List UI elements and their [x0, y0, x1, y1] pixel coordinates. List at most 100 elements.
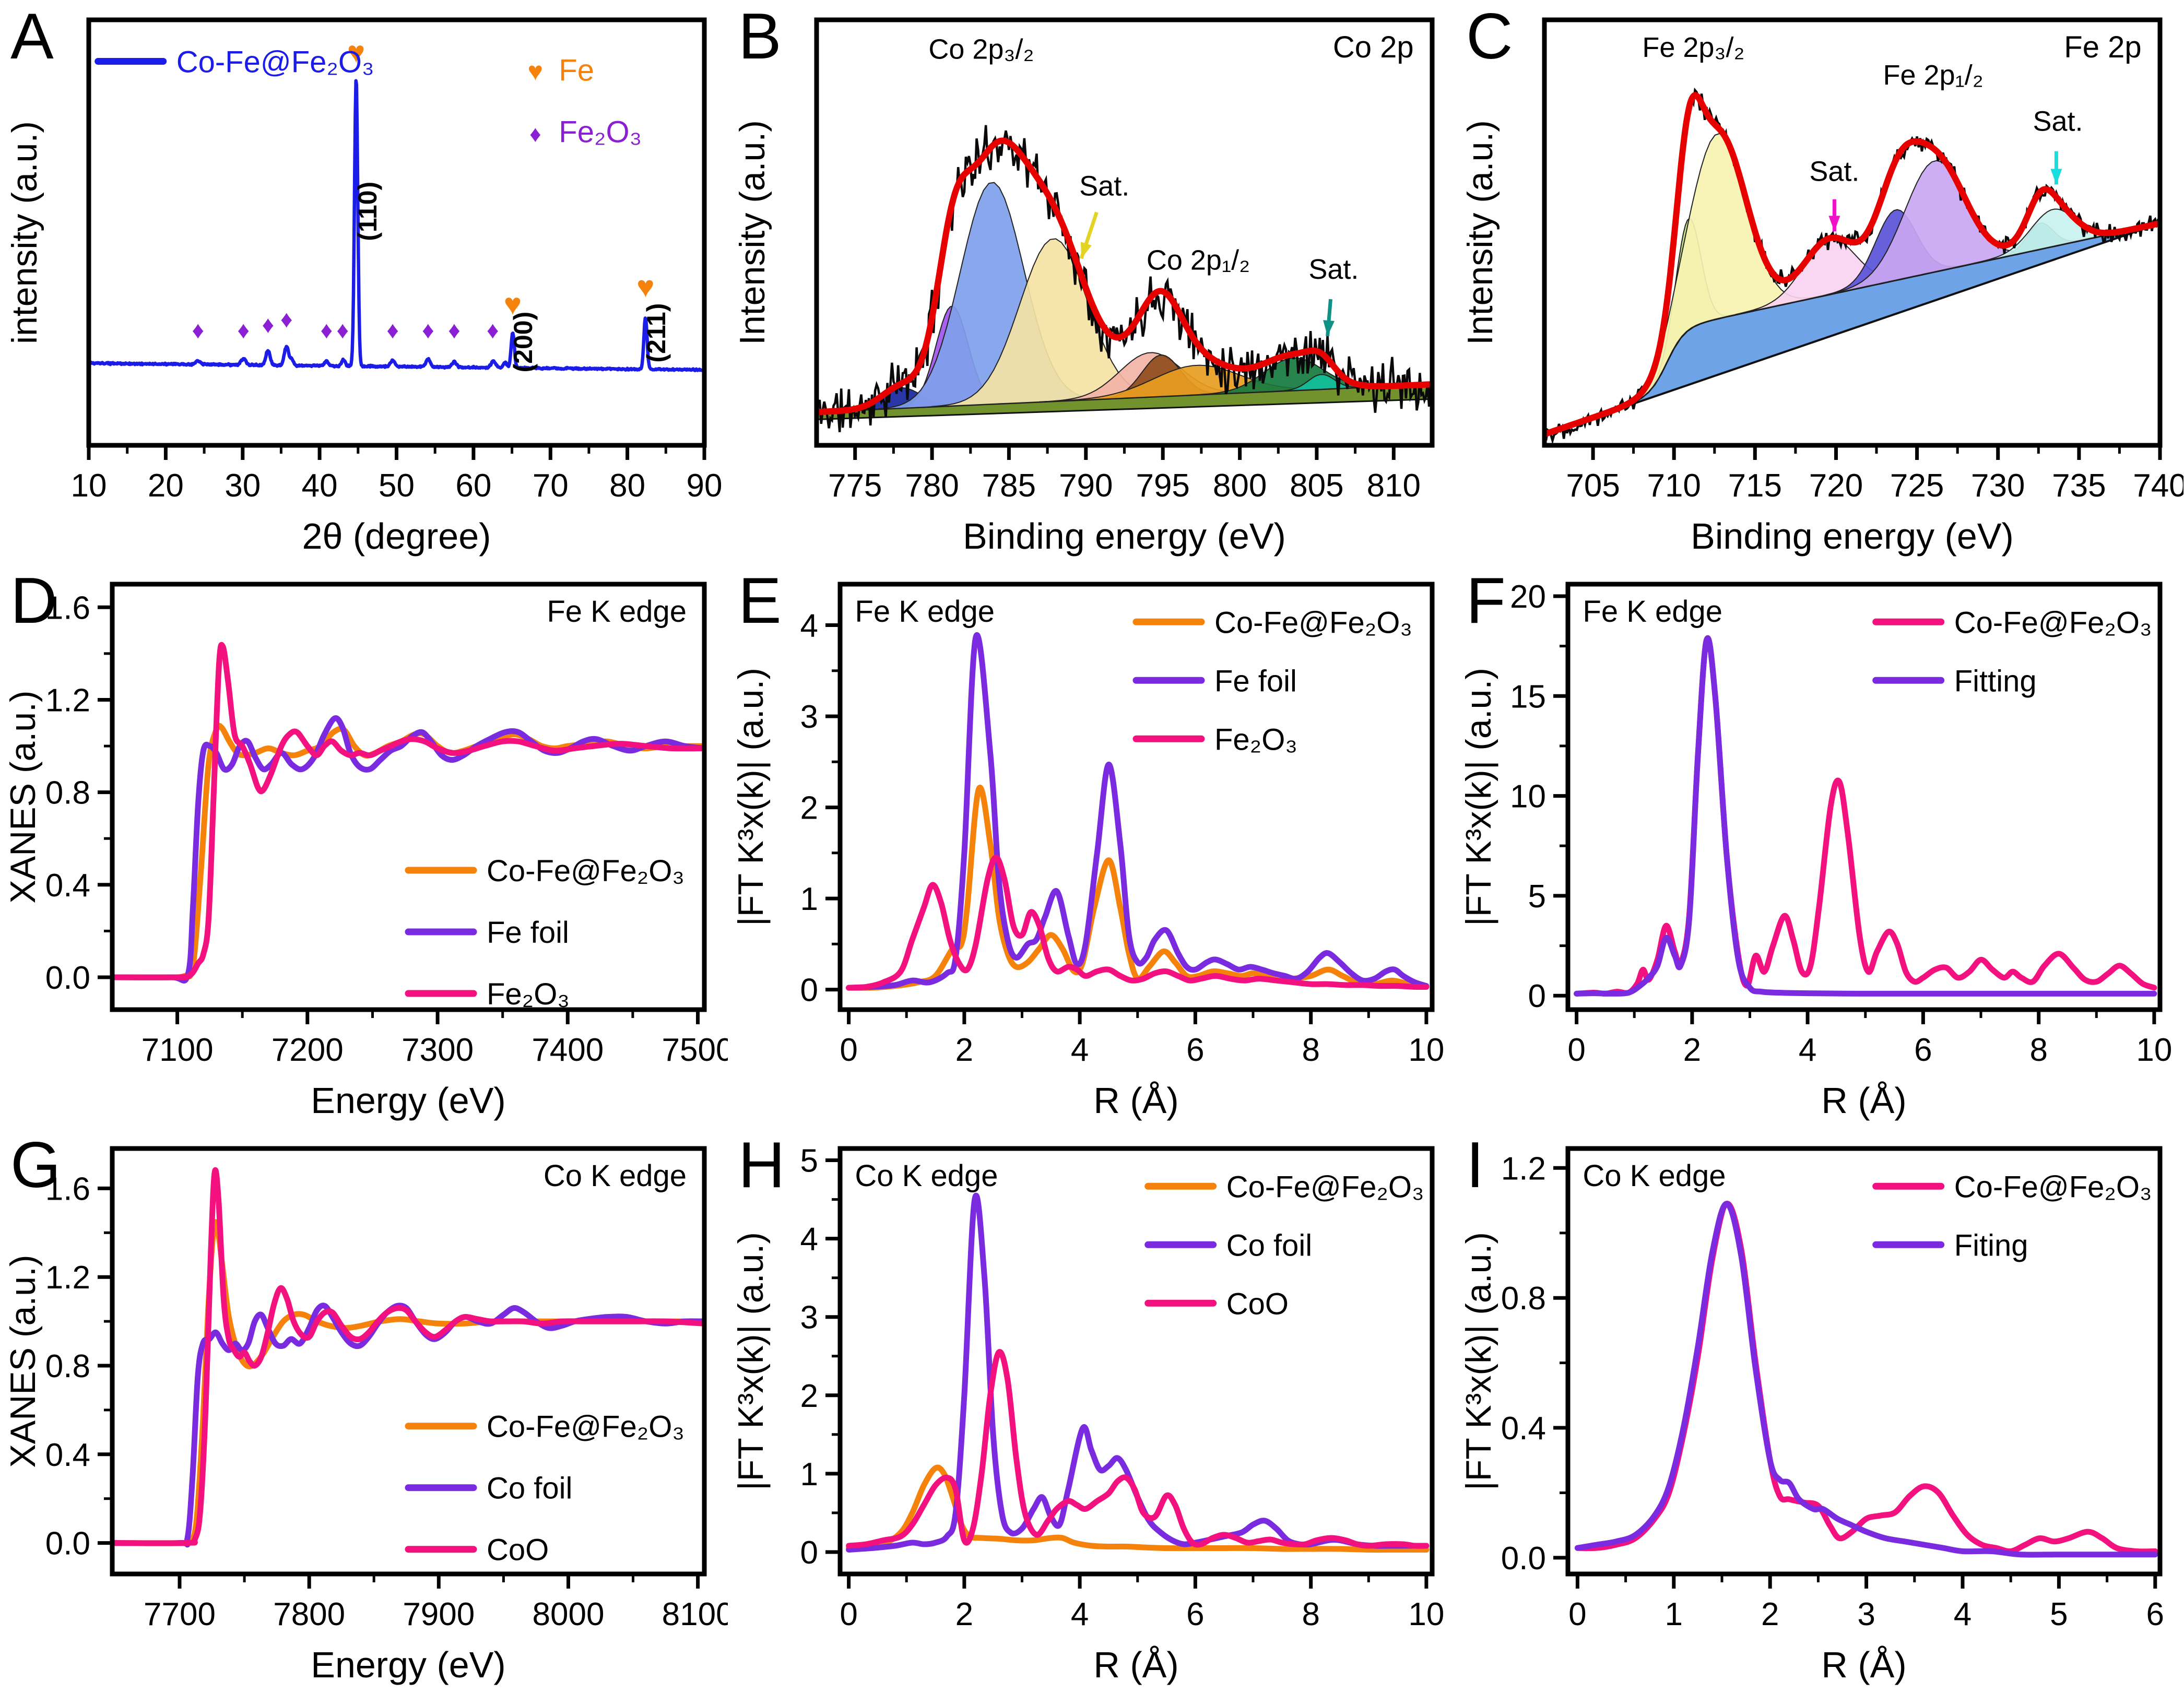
legend: Co-Fe@Fe₂O₃	[95, 45, 374, 79]
axes: 10 20 30 40 50 60 70 80 90	[71, 17, 722, 504]
series-CoO	[113, 1167, 703, 1546]
plot-area	[113, 1167, 703, 1548]
x-tick-label: 4	[1954, 1596, 1971, 1632]
corner-label: Co K edge	[855, 1159, 998, 1193]
chart-canvas-f: 0 2 4 6 8 10 0 5 10 15 20 R (Å) |FT K³x(k)| (a.u.) Fe…	[1459, 579, 2172, 1121]
panel-letter-b: B	[738, 1, 782, 73]
x-tick-label: 795	[1136, 468, 1189, 504]
legend: Co-Fe@Fe₂O₃ Co foil CoO	[1144, 1170, 1424, 1321]
y-tick-label: 1.6	[45, 590, 90, 626]
corner-label: Co K edge	[1583, 1159, 1726, 1193]
x-tick-label: 2	[955, 1596, 973, 1632]
plot-area: ♥♥♥♦ ♦ ♦ ♦ ♦ ♦ ♦ ♦ ♦ ♦(110)(200) (211)	[90, 35, 703, 373]
chart-canvas-i: 0 1 2 3 4 5 6 0.0 0.4 0.8 1.2 R (Å) |FT K³x(k)| (a.u…	[1459, 1146, 2164, 1685]
legend-label: Co-Fe@Fe₂O₃	[487, 854, 684, 888]
xps-label: Sat.	[1308, 254, 1359, 285]
y-tick-label: 0	[800, 1535, 818, 1571]
x-tick-label: 6	[2146, 1596, 2164, 1632]
series-Fe₂O₃	[846, 855, 1430, 991]
axes: 7100 7200 7300 7400 7500 0.0 0.4 0.8 1.2 1.6	[45, 582, 728, 1068]
x-tick-label: 20	[148, 468, 184, 504]
x-tick-label: 2	[1761, 1596, 1779, 1632]
x-tick-label: 2	[955, 1032, 973, 1068]
plot-area	[818, 125, 1431, 432]
corner-label: Fe K edge	[547, 595, 687, 629]
legend-label: Fe₂O₃	[559, 115, 642, 149]
panel-letter-f: F	[1466, 565, 1506, 637]
legend: Co-Fe@Fe₂O₃ Fiting	[1872, 1170, 2152, 1262]
panel-h: H 0 2 4 6 8 10 0 1 2 3 4 5 R (Å) |FT K³x(k)| (a.u.) Co…	[728, 1129, 1456, 1693]
chart-canvas-a: ♥♥♥♦ ♦ ♦ ♦ ♦ ♦ ♦ ♦ ♦ ♦(110)(200) (211)10 20 30 40 50 60…	[5, 17, 722, 557]
x-axis-label: Binding energy (eV)	[1691, 516, 2014, 557]
x-tick-label: 3	[1857, 1596, 1875, 1632]
fe2o3-marker-icon: ♦	[262, 311, 274, 338]
x-tick-label: 790	[1059, 468, 1113, 504]
panel-g: G 7700 7800 7900 8000 8100 0.0 0.4 0.8 1.2 1.6 Ene…	[0, 1129, 728, 1693]
legend-label: Co foil	[487, 1472, 572, 1506]
xps-label: Fe 2p₃/₂	[1642, 32, 1744, 63]
x-axis-label: R (Å)	[1821, 1644, 1906, 1685]
panel-letter-a: A	[10, 1, 54, 73]
legend: Co-Fe@Fe₂O₃ Fe foil Fe₂O₃	[405, 854, 684, 1011]
y-tick-label: 5	[800, 1143, 818, 1179]
x-tick-label: 7300	[402, 1032, 474, 1068]
xps-label: Sat.	[2033, 106, 2083, 137]
peak-label: (211)	[642, 303, 671, 363]
legend-label: Fe₂O₃	[487, 977, 570, 1011]
x-tick-label: 810	[1367, 468, 1421, 504]
y-axis-label: |FT K³x(k)| (a.u.)	[731, 1232, 771, 1490]
y-tick-label: 3	[800, 699, 818, 735]
x-tick-label: 6	[1186, 1596, 1204, 1632]
x-tick-label: 50	[379, 468, 415, 504]
legend-label: CoO	[487, 1533, 549, 1567]
legend: Co-Fe@Fe₂O₃ Fe foil Fe₂O₃	[1132, 606, 1412, 756]
x-tick-label: 780	[905, 468, 959, 504]
x-tick-label: 730	[1971, 468, 2025, 504]
fe-marker-icon: ♥	[636, 270, 654, 304]
x-axis-label: 2θ (degree)	[302, 516, 491, 557]
peak-label: (200)	[509, 312, 538, 373]
y-tick-label: 1	[800, 1457, 818, 1493]
x-tick-label: 805	[1290, 468, 1343, 504]
y-axis-label: Intensity (a.u.)	[733, 120, 772, 345]
y-tick-label: 0.4	[45, 868, 90, 904]
xps-label: Co 2p₁/₂	[1147, 244, 1250, 276]
panel-b: B Co 2p₃/₂ Sat. Co 2p₁/₂ Sat. 775 780 785 790 79…	[728, 0, 1456, 564]
panel-letter-i: I	[1466, 1129, 1484, 1201]
x-axis-label: R (Å)	[1093, 1080, 1178, 1121]
corner-label: Fe 2p	[2064, 30, 2141, 64]
series-CoO	[846, 1349, 1430, 1549]
corner-label: Co 2p	[1333, 30, 1414, 64]
x-tick-label: 80	[609, 468, 645, 504]
panel-letter-g: G	[10, 1129, 61, 1201]
legend-label: Co-Fe@Fe₂O₃	[487, 1410, 684, 1444]
y-tick-label: 0	[1528, 978, 1546, 1014]
panel-c: C Fe 2p₃/₂ Sat. Fe 2p₁/₂ Sat. 705 710 715 720 72…	[1456, 0, 2183, 564]
x-tick-label: 735	[2052, 468, 2106, 504]
xps-envelope	[1545, 92, 2159, 437]
panel-i: I 0 1 2 3 4 5 6 0.0 0.4 0.8 1.2 R (Å) |FT K³x(k)| (a…	[1456, 1129, 2183, 1693]
x-tick-label: 10	[71, 468, 107, 504]
y-tick-label: 15	[1510, 679, 1546, 715]
legend-label: Fiting	[1954, 1228, 2028, 1262]
corner-label: Fe K edge	[855, 595, 995, 629]
series-Co foil	[113, 1303, 703, 1548]
x-tick-label: 7900	[403, 1596, 475, 1632]
legend-label: Fe	[559, 54, 594, 88]
axes: 0 2 4 6 8 10 0 1 2 3 4	[800, 582, 1444, 1068]
fe2o3-marker-icon: ♦	[192, 316, 204, 344]
y-tick-label: 2	[800, 790, 818, 826]
x-tick-label: 7800	[273, 1596, 345, 1632]
chart-canvas-d: 7100 7200 7300 7400 7500 0.0 0.4 0.8 1.2 1.6 Energ…	[3, 582, 728, 1121]
x-tick-label: 8000	[533, 1596, 605, 1632]
panel-d: D 7100 7200 7300 7400 7500 0.0 0.4 0.8 1.2 1.6 Ene…	[0, 564, 728, 1129]
legend-label: Fe foil	[1214, 664, 1297, 698]
x-tick-label: 4	[1799, 1032, 1816, 1068]
fe2o3-marker-icon: ♦	[386, 316, 398, 344]
x-tick-label: 720	[1809, 468, 1863, 504]
x-axis-label: Energy (eV)	[311, 1644, 505, 1685]
legend-label: Co-Fe@Fe₂O₃	[1226, 1170, 1424, 1204]
plot-area	[846, 1192, 1430, 1553]
plot-area	[113, 642, 703, 984]
